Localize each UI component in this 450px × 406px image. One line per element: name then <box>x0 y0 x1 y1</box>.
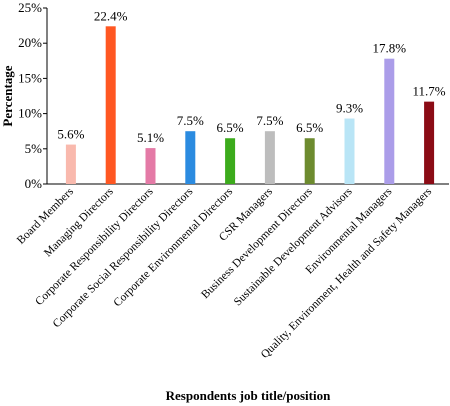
x-tick-label: Managing Directors <box>42 185 116 259</box>
value-label: 7.5% <box>256 113 283 128</box>
value-label: 17.8% <box>373 41 407 56</box>
value-label: 9.3% <box>336 101 363 116</box>
x-tick-label: Corporate Social Responsibility Director… <box>51 185 196 330</box>
value-label: 5.1% <box>137 130 164 145</box>
bar <box>65 144 76 184</box>
value-label: 11.7% <box>413 84 446 99</box>
x-axis-title: Respondents job title/position <box>166 388 331 403</box>
y-tick-label: 20% <box>18 35 42 50</box>
bar <box>145 148 156 184</box>
bar <box>344 118 355 184</box>
bar <box>304 138 315 184</box>
bar <box>105 26 116 184</box>
value-label: 5.6% <box>57 127 84 142</box>
value-label: 7.5% <box>177 113 204 128</box>
y-tick-label: 15% <box>18 70 42 85</box>
bar <box>185 131 196 184</box>
y-tick-label: 10% <box>18 106 42 121</box>
bar <box>225 138 236 184</box>
y-tick-label: 5% <box>25 141 43 156</box>
bar <box>384 58 395 184</box>
bar <box>264 131 275 184</box>
y-tick-label: 0% <box>25 176 43 191</box>
value-label: 6.5% <box>296 120 323 135</box>
y-tick-label: 25% <box>18 0 42 15</box>
bar <box>424 101 435 184</box>
y-axis-title: Percentage <box>0 65 15 126</box>
value-label: 6.5% <box>217 120 244 135</box>
value-label: 22.4% <box>94 8 128 23</box>
